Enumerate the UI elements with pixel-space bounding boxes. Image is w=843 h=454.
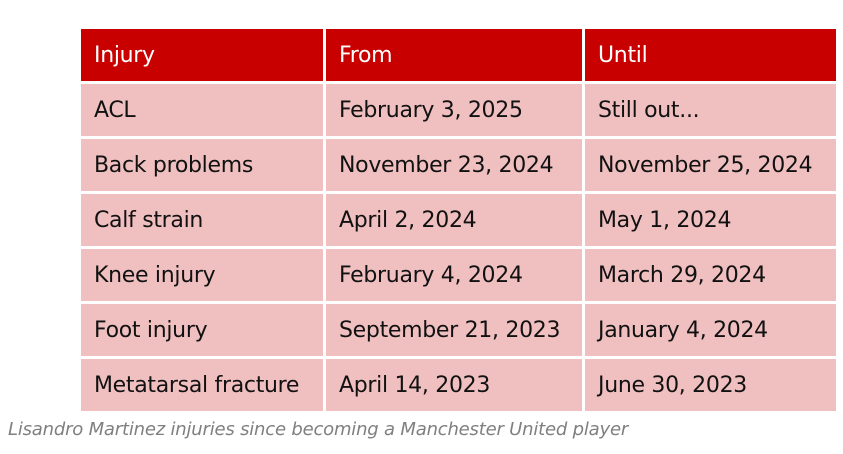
header-from: From	[326, 29, 582, 81]
table-header-row: Injury From Until	[81, 29, 836, 81]
table-caption: Lisandro Martinez injuries since becomin…	[8, 419, 629, 440]
cell-until: June 30, 2023	[585, 359, 836, 411]
cell-injury: ACL	[81, 84, 323, 136]
cell-injury: Back problems	[81, 139, 323, 191]
header-injury: Injury	[81, 29, 323, 81]
table-row: ACL February 3, 2025 Still out...	[81, 84, 836, 136]
cell-injury: Foot injury	[81, 304, 323, 356]
cell-from: April 2, 2024	[326, 194, 582, 246]
cell-until: May 1, 2024	[585, 194, 836, 246]
cell-from: February 4, 2024	[326, 249, 582, 301]
cell-injury: Metatarsal fracture	[81, 359, 323, 411]
cell-until: March 29, 2024	[585, 249, 836, 301]
cell-from: February 3, 2025	[326, 84, 582, 136]
table-row: Metatarsal fracture April 14, 2023 June 30…	[81, 359, 836, 411]
injury-table: Injury From Until ACL February 3, 2025 Sti…	[78, 26, 839, 414]
cell-until: January 4, 2024	[585, 304, 836, 356]
cell-from: September 21, 2023	[326, 304, 582, 356]
cell-until: November 25, 2024	[585, 139, 836, 191]
cell-injury: Knee injury	[81, 249, 323, 301]
cell-until: Still out...	[585, 84, 836, 136]
table-row: Knee injury February 4, 2024 March 29, 202…	[81, 249, 836, 301]
cell-injury: Calf strain	[81, 194, 323, 246]
table-row: Foot injury September 21, 2023 January 4, …	[81, 304, 836, 356]
header-until: Until	[585, 29, 836, 81]
cell-from: November 23, 2024	[326, 139, 582, 191]
cell-from: April 14, 2023	[326, 359, 582, 411]
table-row: Back problems November 23, 2024 November 2…	[81, 139, 836, 191]
table-row: Calf strain April 2, 2024 May 1, 2024	[81, 194, 836, 246]
